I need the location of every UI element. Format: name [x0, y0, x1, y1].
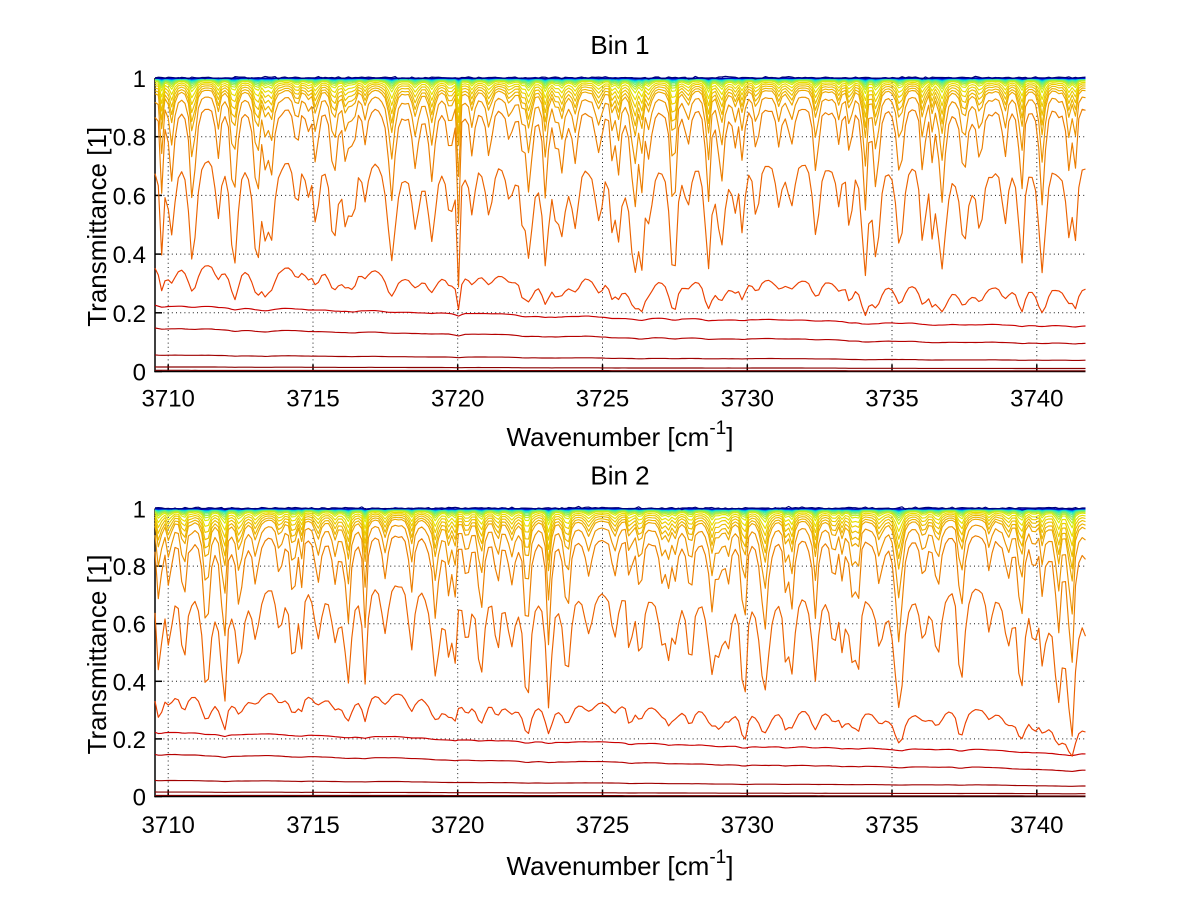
svg-text:Transmittance [1]: Transmittance [1] — [82, 127, 112, 327]
svg-text:1: 1 — [133, 66, 146, 93]
svg-text:0: 0 — [133, 785, 146, 812]
svg-text:3710: 3710 — [142, 812, 195, 839]
svg-text:3725: 3725 — [576, 386, 629, 413]
svg-text:0.2: 0.2 — [113, 301, 146, 328]
svg-text:0.4: 0.4 — [113, 669, 146, 696]
svg-text:Wavenumber [cm-1]: Wavenumber [cm-1] — [507, 418, 734, 452]
svg-text:3740: 3740 — [1010, 386, 1063, 413]
svg-text:Wavenumber [cm-1]: Wavenumber [cm-1] — [507, 847, 734, 881]
svg-text:3715: 3715 — [286, 812, 339, 839]
svg-text:3730: 3730 — [721, 812, 774, 839]
svg-text:Bin 2: Bin 2 — [590, 461, 649, 491]
svg-text:3730: 3730 — [721, 386, 774, 413]
svg-text:0.8: 0.8 — [113, 125, 146, 152]
svg-text:0.6: 0.6 — [113, 183, 146, 210]
svg-text:3720: 3720 — [431, 386, 484, 413]
svg-text:0.8: 0.8 — [113, 554, 146, 581]
svg-text:3715: 3715 — [286, 386, 339, 413]
svg-text:0.4: 0.4 — [113, 242, 146, 269]
svg-text:3725: 3725 — [576, 812, 629, 839]
svg-text:0: 0 — [133, 360, 146, 387]
svg-text:Bin 1: Bin 1 — [590, 30, 649, 60]
svg-text:3735: 3735 — [865, 812, 918, 839]
svg-text:1: 1 — [133, 497, 146, 524]
svg-text:Transmittance [1]: Transmittance [1] — [82, 555, 112, 755]
svg-text:3710: 3710 — [142, 386, 195, 413]
svg-text:3720: 3720 — [431, 812, 484, 839]
svg-text:3735: 3735 — [865, 386, 918, 413]
svg-text:3740: 3740 — [1010, 812, 1063, 839]
svg-text:0.2: 0.2 — [113, 727, 146, 754]
svg-text:0.6: 0.6 — [113, 612, 146, 639]
